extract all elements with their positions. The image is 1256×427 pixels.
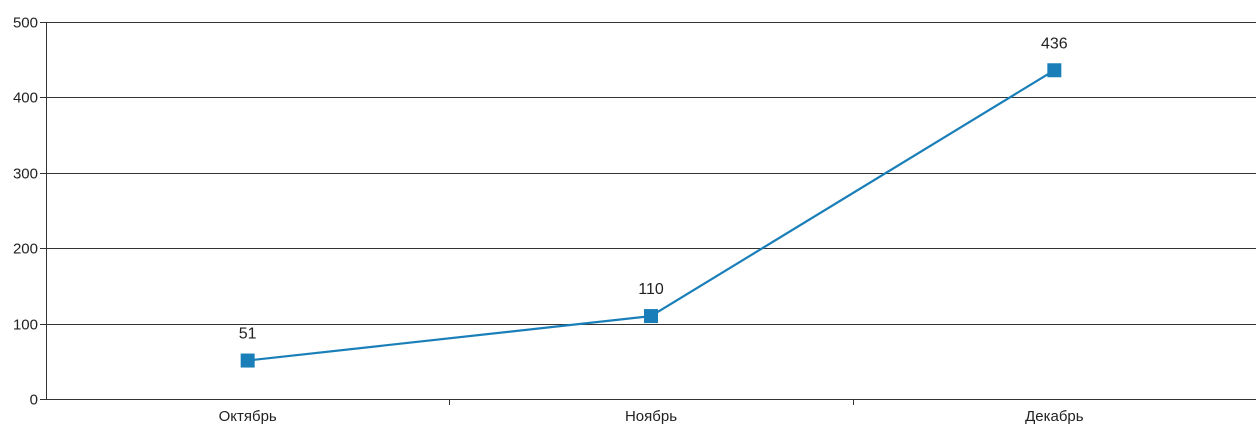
data-label-3: 436	[1041, 35, 1068, 52]
markers-layer	[240, 63, 1062, 368]
data-label-1: 51	[239, 326, 257, 343]
x-tick-label-3: Декабрь	[1025, 408, 1084, 425]
tick-labels: 0 100 200 300 400 500 Октябрь Ноябрь Декабрь	[13, 15, 1084, 426]
axes	[40, 22, 1256, 405]
data-point-marker-2	[644, 309, 658, 324]
y-tick-label-300: 300	[13, 166, 38, 183]
y-tick-label-400: 400	[13, 90, 38, 107]
x-tick-label-1: Октябрь	[219, 408, 277, 425]
data-point-marker-3	[1047, 63, 1062, 78]
y-tick-label-0: 0	[30, 392, 38, 409]
y-tick-label-100: 100	[13, 317, 38, 334]
gridlines	[46, 22, 1256, 325]
x-tick-label-2: Ноябрь	[625, 408, 677, 425]
y-tick-label-500: 500	[13, 15, 38, 32]
data-label-2: 110	[638, 281, 664, 298]
data-labels-layer: 51 110 436	[239, 35, 1068, 342]
y-tick-label-200: 200	[13, 241, 38, 258]
data-point-marker-1	[240, 353, 255, 368]
